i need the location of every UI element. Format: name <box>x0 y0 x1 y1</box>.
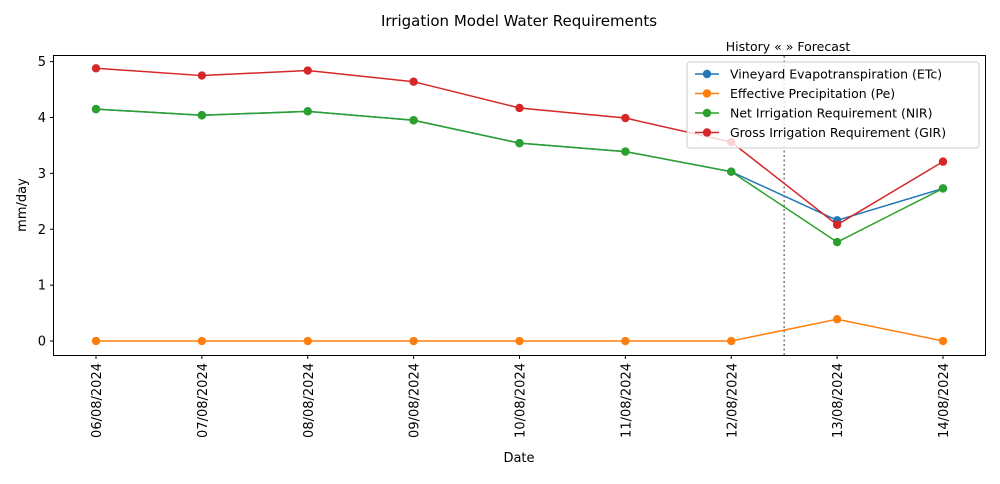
legend-swatch-marker <box>702 69 712 79</box>
series-2 <box>91 104 948 247</box>
data-point <box>515 138 524 148</box>
chart-title: Irrigation Model Water Requirements <box>381 12 657 30</box>
data-point <box>515 336 524 346</box>
x-axis: 06/08/2024 07/08/2024 08/08/2024 09/08/2024… <box>90 355 952 438</box>
data-point <box>409 77 418 86</box>
data-point <box>621 336 630 346</box>
data-point <box>832 220 842 229</box>
legend-swatch-marker <box>702 89 712 98</box>
x-tick-label: 14/08/2024 <box>937 363 952 438</box>
y-tick-label: 2 <box>38 223 46 238</box>
data-point <box>303 107 312 116</box>
data-point <box>832 237 842 247</box>
data-point <box>197 71 207 80</box>
legend-entry-label: Effective Precipitation (Pe) <box>730 86 895 101</box>
legend: Vineyard Evapotranspiration (ETc) Effecti… <box>686 61 980 149</box>
data-point <box>621 147 630 156</box>
data-point <box>197 111 207 120</box>
y-tick-label: 5 <box>38 55 46 70</box>
legend-entry-label: Net Irrigation Requirement (NIR) <box>730 106 932 121</box>
x-tick-label: 13/08/2024 <box>831 363 846 438</box>
history-forecast-label: History « » Forecast <box>726 39 851 54</box>
x-tick-label: 06/08/2024 <box>90 363 105 438</box>
legend-swatch-marker <box>702 108 712 118</box>
data-point <box>938 184 948 193</box>
legend-entry-label: Vineyard Evapotranspiration (ETc) <box>730 67 942 82</box>
y-tick-label: 4 <box>38 111 46 126</box>
data-point <box>409 336 418 346</box>
legend-box <box>686 61 980 149</box>
x-tick-label: 10/08/2024 <box>514 363 529 438</box>
legend-entry-label: Gross Irrigation Requirement (GIR) <box>730 125 946 140</box>
data-point <box>515 103 524 113</box>
data-point <box>303 66 312 75</box>
data-point <box>197 336 207 346</box>
y-tick-label: 0 <box>38 335 46 350</box>
x-tick-label: 09/08/2024 <box>408 363 423 438</box>
data-point <box>91 64 101 73</box>
series-1 <box>91 315 948 346</box>
data-point <box>91 104 101 114</box>
x-axis-label: Date <box>503 451 534 466</box>
x-tick-label: 11/08/2024 <box>619 363 634 438</box>
legend-swatch-marker <box>702 128 712 137</box>
data-point <box>409 116 418 125</box>
data-point <box>938 336 948 346</box>
y-axis: 0 1 2 3 4 5 <box>38 55 54 350</box>
y-tick-label: 1 <box>38 279 46 294</box>
data-point <box>727 167 736 176</box>
data-point <box>303 336 312 346</box>
data-point <box>832 315 842 324</box>
x-tick-label: 12/08/2024 <box>725 363 740 438</box>
y-tick-label: 3 <box>38 167 46 182</box>
x-tick-label: 08/08/2024 <box>302 363 317 438</box>
x-tick-label: 07/08/2024 <box>196 363 211 438</box>
y-axis-label: mm/day <box>15 178 30 232</box>
data-point <box>621 113 630 123</box>
data-point <box>727 336 736 346</box>
data-point <box>938 157 948 166</box>
data-point <box>91 336 101 346</box>
